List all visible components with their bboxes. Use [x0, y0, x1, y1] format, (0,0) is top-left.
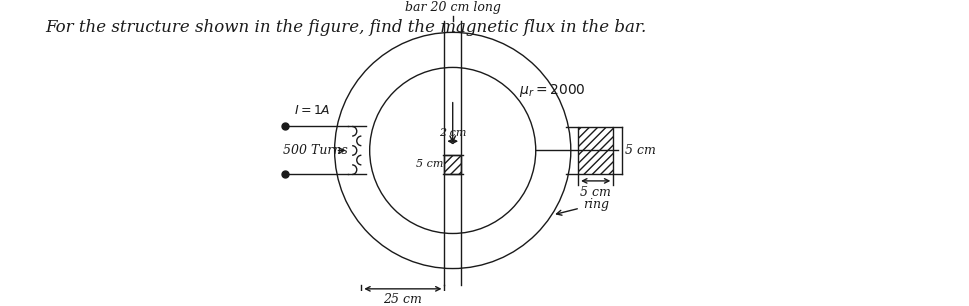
Text: $I=1A$: $I=1A$ — [294, 104, 330, 117]
Text: For the structure shown in the figure, find the magnetic flux in the bar.: For the structure shown in the figure, f… — [45, 19, 645, 35]
Text: bar 20 cm long: bar 20 cm long — [404, 1, 500, 14]
Text: 5 cm: 5 cm — [579, 185, 610, 199]
Text: ring: ring — [556, 198, 609, 215]
Text: 25 cm: 25 cm — [383, 293, 422, 306]
Bar — [444, 155, 460, 174]
Bar — [578, 127, 612, 174]
Text: 500 Turns: 500 Turns — [283, 144, 347, 157]
Text: 5 cm: 5 cm — [625, 144, 655, 157]
Text: 2 cm: 2 cm — [439, 128, 466, 137]
Text: $\mu_r=2000$: $\mu_r=2000$ — [518, 82, 585, 99]
Text: 5 cm: 5 cm — [416, 159, 443, 169]
